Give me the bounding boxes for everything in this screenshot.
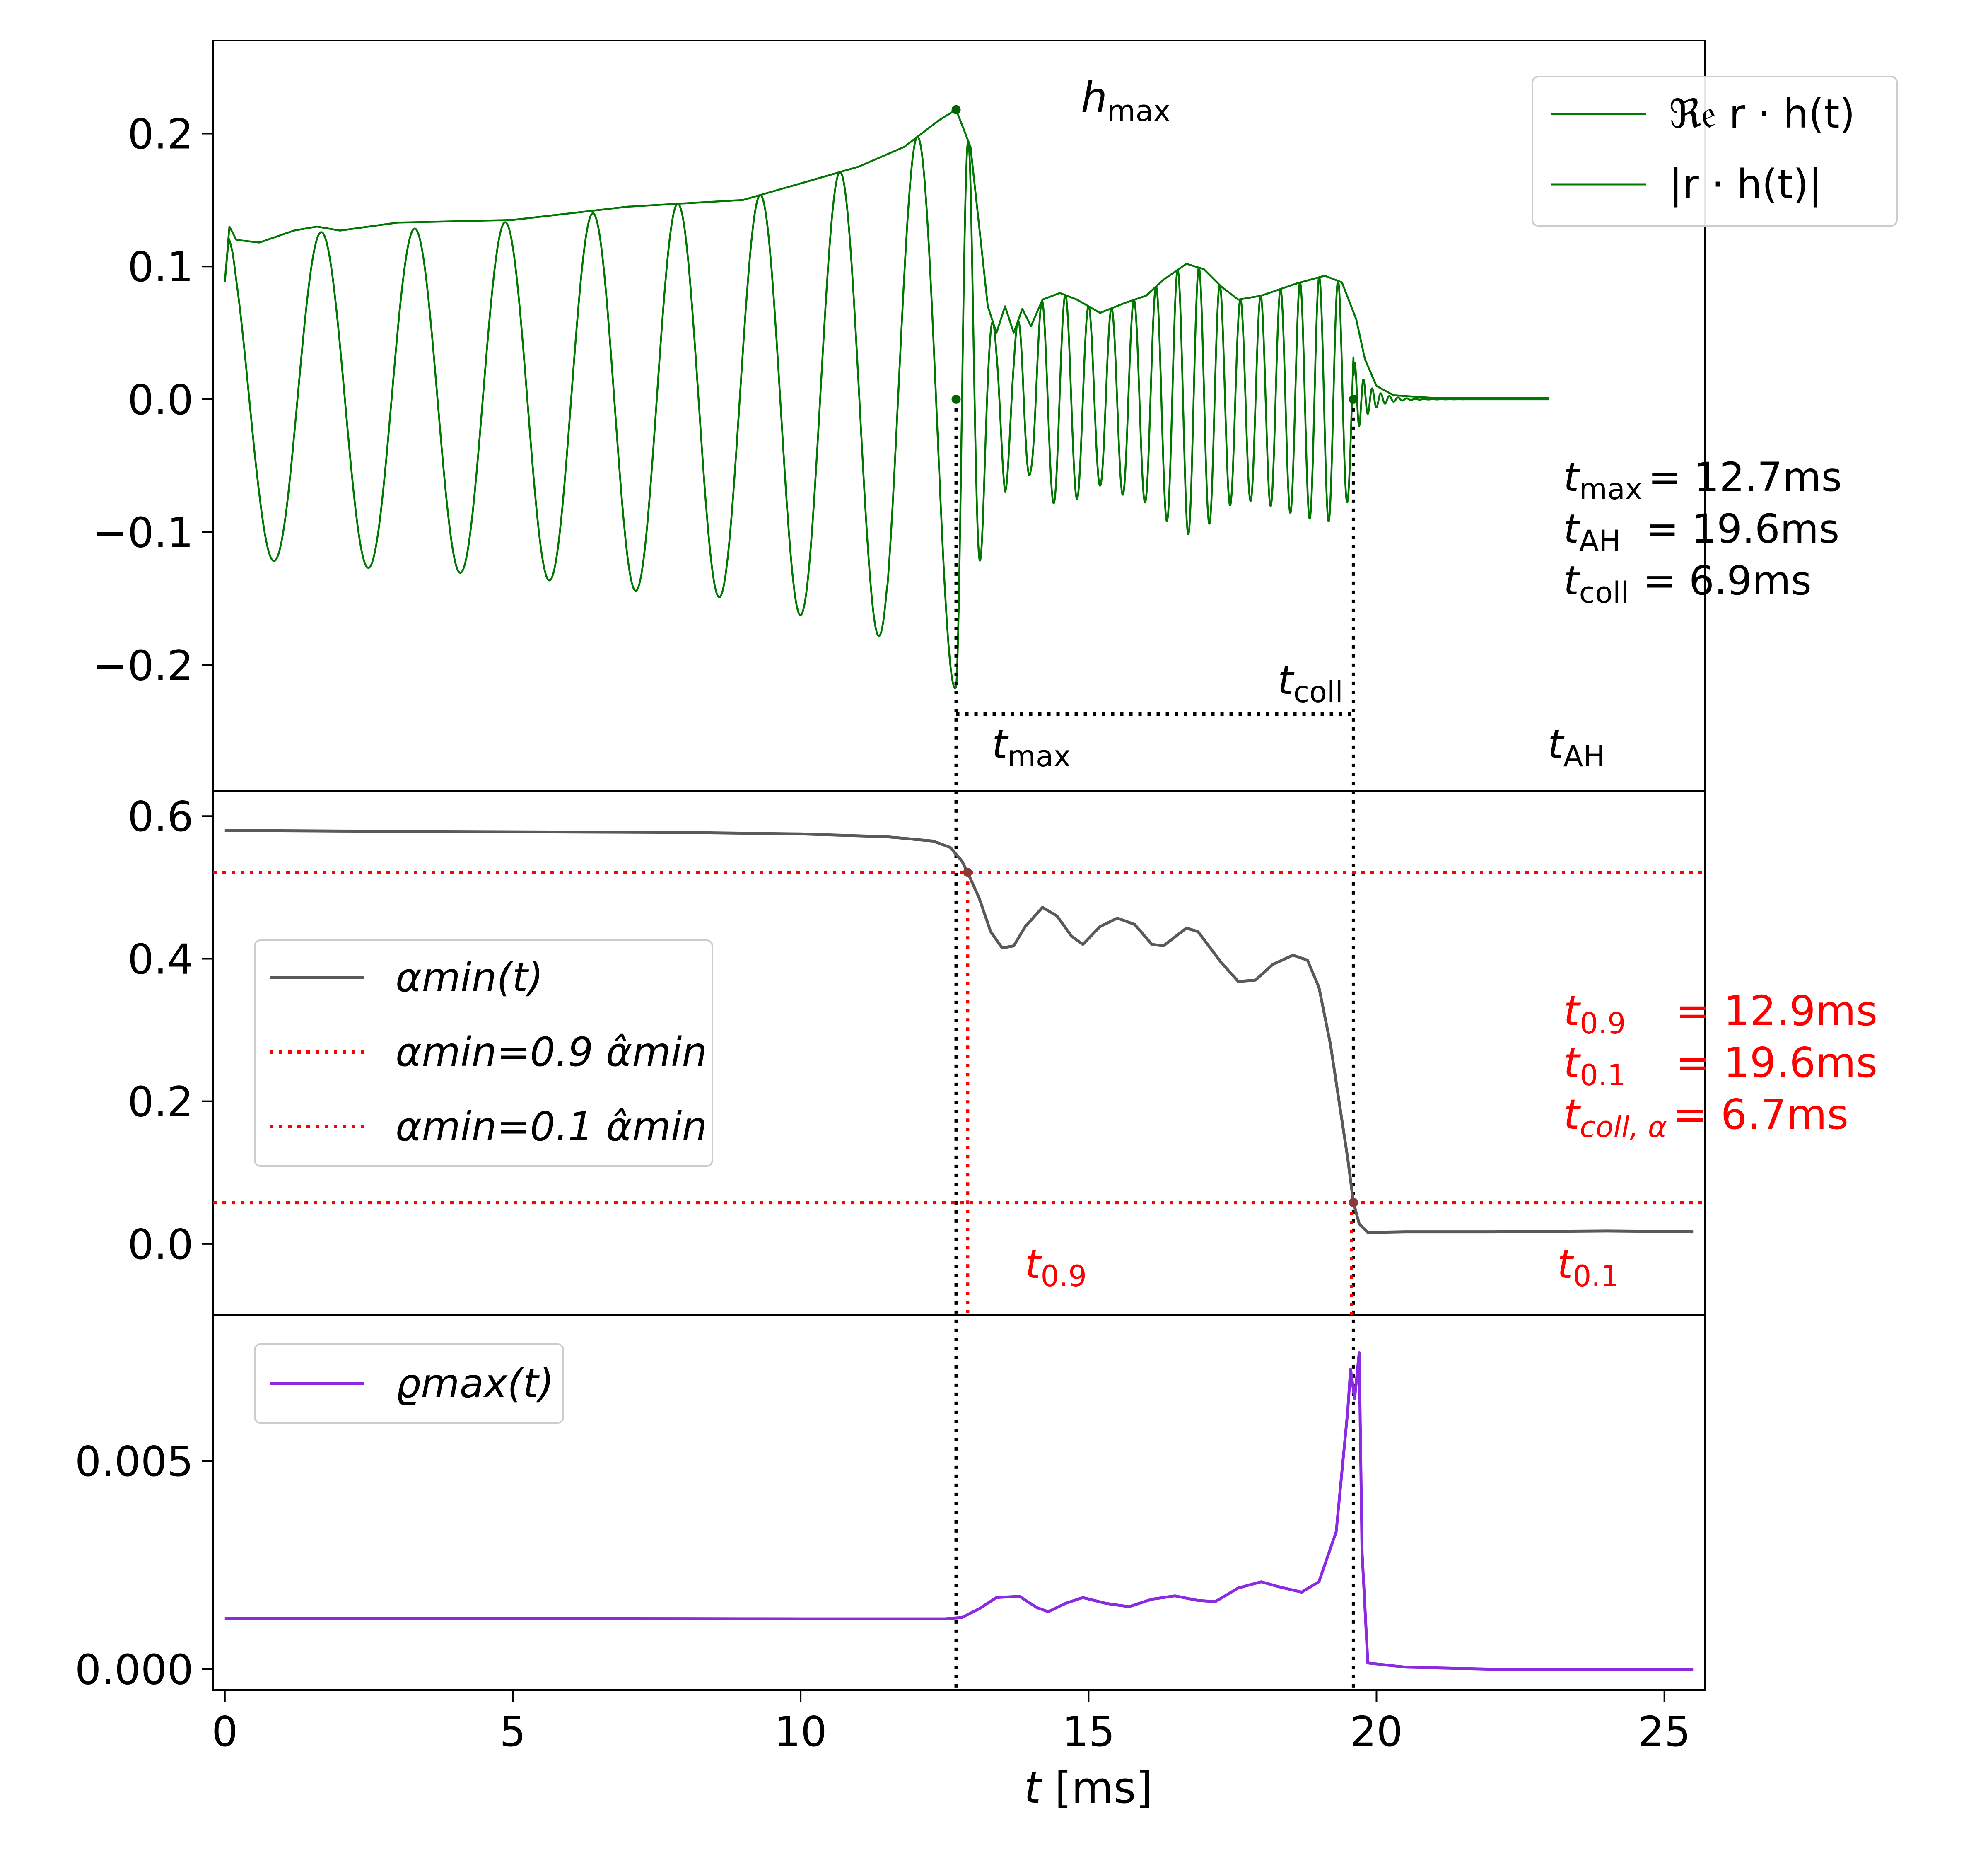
panel-strain-frame bbox=[212, 40, 1706, 792]
hmax-label: hmax bbox=[1081, 73, 1170, 128]
strain-timing-readout: tmax = 12.7ms tAH = 19.6ms tcoll = 6.9ms bbox=[1563, 454, 1842, 610]
x-axis-label: t [ms] bbox=[1024, 1763, 1153, 1813]
y-tick-label: 0.2 bbox=[128, 110, 193, 158]
t0.9-marker bbox=[963, 868, 972, 877]
svg-text:tAH= 19.6ms: tAH = 19.6ms bbox=[1563, 506, 1839, 558]
svg-text:t0.9= 12.9ms: t0.9 = 12.9ms bbox=[1563, 987, 1877, 1041]
y-tick-label: 0.0 bbox=[128, 1220, 193, 1269]
legend-rho-max: ϱmax(t) bbox=[396, 1360, 554, 1407]
density-y-axis-ticks: 0.005 0.000 bbox=[75, 1437, 213, 1694]
density-legend: ϱmax(t) bbox=[254, 1343, 564, 1424]
tmax-axis-label: tmax bbox=[992, 721, 1071, 773]
legend-abs-rh: |r · h(t)| bbox=[1669, 161, 1822, 208]
y-tick-label: 0.005 bbox=[75, 1437, 193, 1486]
svg-text:tmax= 12.7ms: tmax = 12.7ms bbox=[1563, 454, 1842, 506]
y-tick-label: 0.4 bbox=[128, 935, 193, 983]
y-tick-label: −0.2 bbox=[93, 641, 193, 690]
strain-y-axis-ticks: 0.2 0.1 0.0 −0.1 −0.2 bbox=[93, 110, 213, 690]
y-tick-label: 0.000 bbox=[75, 1646, 193, 1694]
svg-text:t0.1= 19.6ms: t0.1 = 19.6ms bbox=[1563, 1038, 1877, 1092]
svg-text:tcoll, α= 6.7ms: tcoll, α = 6.7ms bbox=[1563, 1090, 1848, 1144]
legend-alpha-0.1: αmin=0.1 α̂min bbox=[396, 1103, 707, 1150]
tah-zero-marker bbox=[1349, 394, 1358, 404]
legend-alpha-min: αmin(t) bbox=[396, 954, 543, 1001]
t0.1-axis-label: t0.1 bbox=[1557, 1241, 1619, 1293]
panel-density-frame bbox=[212, 1314, 1706, 1691]
x-tick-label: 10 bbox=[774, 1707, 827, 1756]
x-axis-ticks: 0 5 10 15 20 25 bbox=[212, 1690, 1691, 1756]
y-tick-label: −0.1 bbox=[93, 509, 193, 557]
tmax-zero-marker bbox=[951, 394, 961, 404]
hmax-marker bbox=[951, 105, 961, 114]
series-abs-rh bbox=[224, 109, 1549, 399]
x-tick-label: 25 bbox=[1638, 1707, 1691, 1756]
x-tick-label: 5 bbox=[499, 1707, 526, 1756]
y-tick-label: 0.0 bbox=[128, 376, 193, 424]
series-rho-max bbox=[224, 1351, 1694, 1671]
svg-text:tcoll= 6.9ms: tcoll = 6.9ms bbox=[1563, 558, 1812, 610]
y-tick-label: 0.2 bbox=[128, 1078, 193, 1126]
t0.1-marker bbox=[1349, 1198, 1358, 1207]
lapse-legend: αmin(t) αmin=0.9 α̂min αmin=0.1 α̂min bbox=[254, 939, 713, 1167]
x-tick-label: 0 bbox=[212, 1707, 238, 1756]
legend-re-rh: ℜ𝔢 r · h(t) bbox=[1669, 91, 1855, 137]
y-tick-label: 0.6 bbox=[128, 792, 193, 841]
y-tick-label: 0.1 bbox=[128, 243, 193, 291]
series-alpha-min bbox=[224, 829, 1694, 1234]
lapse-y-axis-ticks: 0.6 0.4 0.2 0.0 bbox=[128, 792, 213, 1269]
x-tick-label: 15 bbox=[1062, 1707, 1115, 1756]
tah-axis-label: tAH bbox=[1548, 721, 1605, 773]
t0.9-axis-label: t0.9 bbox=[1025, 1241, 1087, 1293]
tcoll-label: tcoll bbox=[1278, 657, 1343, 709]
lapse-timing-readout: t0.9 = 12.9ms t0.1 = 19.6ms tcoll, α = 6.7m… bbox=[1563, 987, 1877, 1144]
legend-alpha-0.9: αmin=0.9 α̂min bbox=[396, 1029, 707, 1075]
x-tick-label: 20 bbox=[1350, 1707, 1403, 1756]
series-re-rh bbox=[224, 136, 1550, 689]
strain-legend: ℜ𝔢 r · h(t) |r · h(t)| bbox=[1532, 76, 1898, 227]
